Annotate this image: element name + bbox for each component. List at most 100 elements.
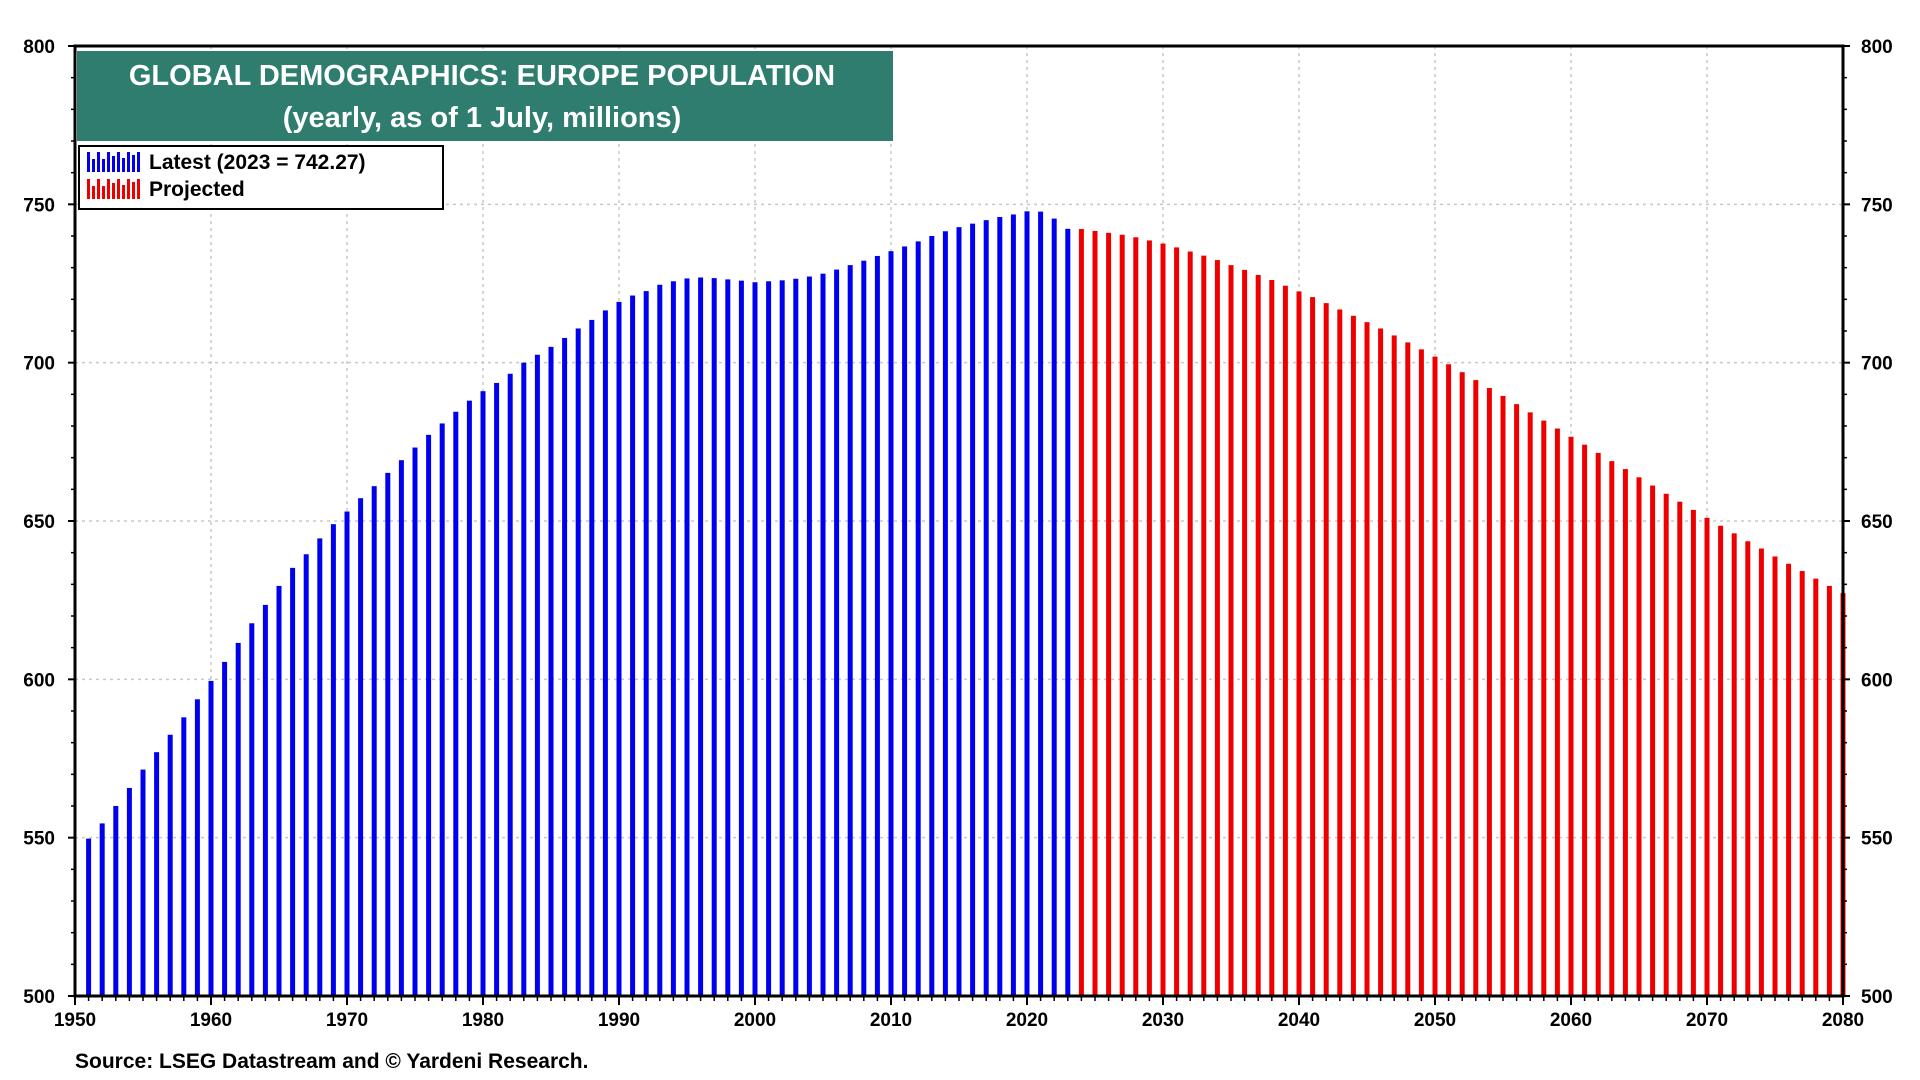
y-tick-label-left: 550	[23, 829, 55, 850]
bar	[235, 642, 241, 996]
bar	[1609, 461, 1615, 996]
bar	[385, 472, 391, 996]
bar	[1391, 335, 1397, 996]
legend-swatch-bar	[137, 152, 140, 172]
bar	[480, 391, 486, 997]
bar	[1432, 356, 1438, 996]
bar	[140, 769, 146, 996]
legend-swatch-bar	[102, 159, 105, 172]
bar	[99, 823, 105, 996]
bar	[1242, 269, 1248, 997]
bar	[1160, 243, 1166, 997]
bar	[806, 276, 812, 996]
legend-swatch-bar	[97, 152, 100, 172]
bar	[507, 373, 513, 996]
bar	[1296, 291, 1302, 997]
y-tick-label-right: 750	[1861, 195, 1893, 216]
y-tick-label-right: 800	[1861, 37, 1893, 58]
x-tick-label: 2010	[870, 1010, 912, 1031]
x-tick-label: 1950	[54, 1010, 96, 1031]
chart-title: GLOBAL DEMOGRAPHICS: EUROPE POPULATION	[129, 60, 835, 92]
legend-swatch-bar	[122, 185, 125, 199]
bar	[562, 337, 568, 996]
bar	[113, 806, 119, 996]
bar	[1650, 485, 1656, 996]
bar	[303, 554, 309, 996]
bar	[1690, 509, 1696, 996]
bar	[1228, 265, 1234, 997]
bar	[1078, 229, 1084, 997]
y-tick-label-right: 500	[1861, 987, 1893, 1008]
bar	[1799, 571, 1805, 996]
bar	[521, 362, 527, 997]
bar	[1337, 309, 1343, 996]
bar	[290, 567, 296, 996]
bar	[1092, 230, 1098, 996]
bar	[1106, 232, 1112, 997]
legend-swatch-bar	[137, 179, 140, 199]
x-tick-label: 2050	[1414, 1010, 1456, 1031]
bar	[1677, 501, 1683, 996]
legend-swatch-bar	[112, 183, 115, 199]
legend-swatch-bar	[132, 182, 135, 199]
bar	[330, 524, 336, 996]
bar	[1663, 493, 1669, 996]
bar	[86, 838, 92, 996]
bar	[983, 220, 989, 996]
bar	[494, 382, 500, 996]
bar	[317, 538, 323, 996]
bar	[126, 787, 132, 996]
bar	[1310, 297, 1316, 996]
bar	[888, 251, 894, 996]
legend-swatch-bar	[107, 179, 110, 199]
legend-swatch-bar	[107, 152, 110, 172]
bar	[1038, 211, 1044, 996]
bar	[915, 241, 921, 997]
bar	[766, 281, 772, 996]
x-tick-label: 1970	[326, 1010, 368, 1031]
bar	[426, 434, 432, 996]
y-tick-label-left: 600	[23, 670, 55, 691]
x-tick-label: 2070	[1686, 1010, 1728, 1031]
legend: Latest (2023 = 742.27) Projected	[78, 145, 444, 210]
bar	[1826, 585, 1832, 996]
y-tick-label-left: 800	[23, 37, 55, 58]
legend-swatch-bar	[92, 159, 95, 172]
legend-swatch-latest	[87, 152, 140, 172]
bar	[167, 734, 173, 996]
bar	[1527, 412, 1533, 997]
bar	[1024, 211, 1030, 997]
y-tick-label-left: 650	[23, 512, 55, 533]
bar	[1269, 280, 1275, 996]
bar	[956, 227, 962, 997]
bar	[1146, 240, 1152, 996]
bar	[820, 273, 826, 996]
bar	[358, 498, 364, 996]
y-tick-label-right: 650	[1861, 512, 1893, 533]
bar	[1582, 444, 1588, 996]
legend-swatch-bar	[87, 152, 90, 172]
bar	[1255, 274, 1261, 996]
y-tick-label-left: 750	[23, 195, 55, 216]
bar	[1364, 322, 1370, 997]
bar	[1500, 395, 1506, 997]
bar	[412, 447, 418, 996]
bar	[657, 284, 663, 996]
bar	[1378, 328, 1384, 996]
legend-swatch-bar	[112, 156, 115, 172]
bar	[1446, 364, 1452, 996]
x-tick-label: 2060	[1550, 1010, 1592, 1031]
bar	[589, 319, 595, 997]
title-background	[77, 51, 893, 141]
legend-swatch-bar	[102, 186, 105, 199]
bar	[725, 279, 731, 997]
bar	[1350, 315, 1356, 996]
latest-series	[86, 211, 1071, 997]
bar	[929, 236, 935, 996]
bar	[1758, 548, 1764, 996]
left-axis: 500 550 600 650 700 750 800	[23, 37, 75, 1008]
bar	[684, 278, 690, 996]
bar	[1405, 342, 1411, 996]
x-tick-label: 2040	[1278, 1010, 1320, 1031]
